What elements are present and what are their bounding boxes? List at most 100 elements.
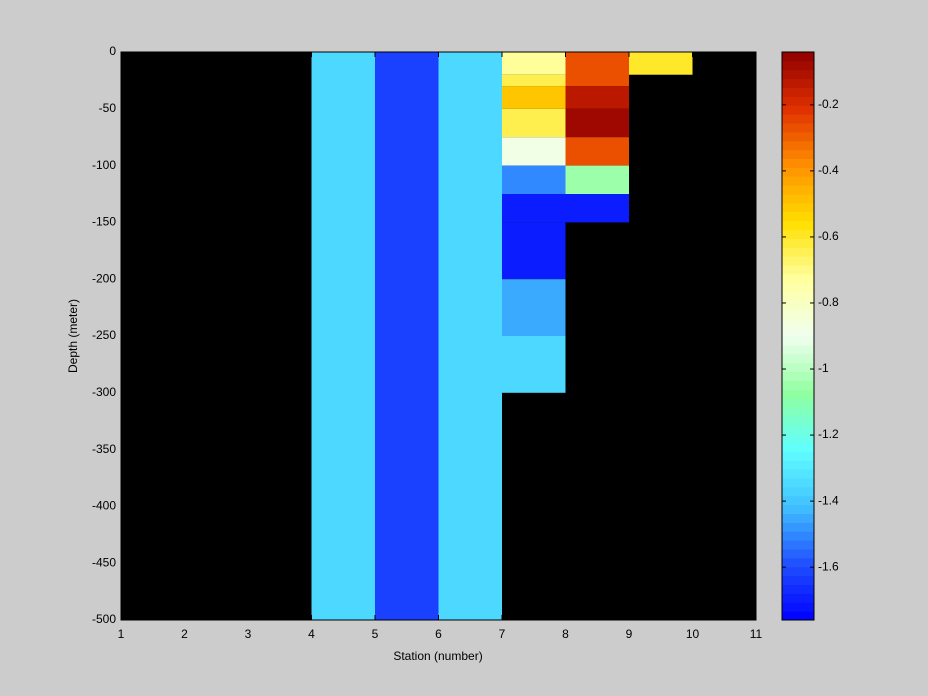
- colorbar-swatch: [782, 220, 814, 230]
- colorbar-swatch: [782, 282, 814, 293]
- colorbar-swatch: [782, 273, 814, 284]
- colorbar-frame: [781, 51, 815, 621]
- colorbar-swatch: [782, 176, 814, 186]
- colorbar-swatch: [782, 540, 814, 550]
- colorbar-tick-label: -1.6: [818, 559, 839, 573]
- cells: [311, 52, 693, 620]
- colorbar-swatch: [782, 78, 814, 88]
- colorbar-swatch: [782, 229, 814, 239]
- colorbar-swatch: [782, 478, 814, 488]
- colorbar-swatch: [782, 433, 814, 443]
- colorbar-swatch: [782, 96, 814, 106]
- cell: [502, 137, 566, 166]
- colorbar-swatch: [782, 460, 814, 470]
- colorbar-swatch: [782, 380, 814, 390]
- colorbar-swatch: [782, 300, 814, 310]
- colorbar-swatch: [782, 469, 814, 479]
- x-tick-label: 4: [308, 627, 315, 641]
- y-tick-label: -250: [92, 328, 116, 342]
- x-tick-label: 9: [626, 627, 633, 641]
- colorbar-swatch: [782, 149, 814, 159]
- colorbar-swatch: [782, 611, 814, 621]
- colorbar-swatch: [782, 140, 814, 151]
- colorbar-swatch: [782, 522, 814, 532]
- cell: [502, 279, 566, 336]
- colorbar-swatch: [782, 158, 814, 168]
- x-tick-label: 5: [372, 627, 379, 641]
- x-tick-label: 1: [118, 627, 125, 641]
- y-tick-label: -50: [99, 101, 117, 115]
- colorbar-swatch: [782, 344, 814, 355]
- colorbar-swatch: [782, 549, 814, 559]
- cell: [438, 52, 502, 620]
- y-tick-label: -300: [92, 385, 116, 399]
- colorbar: [782, 52, 814, 621]
- colorbar-tick-label: -1.2: [818, 427, 839, 441]
- colorbar-swatch: [782, 131, 814, 142]
- colorbar-swatch: [782, 123, 814, 133]
- colorbar-swatch: [782, 513, 814, 523]
- y-axis-label: Depth (meter): [66, 299, 80, 373]
- colorbar-swatch: [782, 566, 814, 577]
- colorbar-swatch: [782, 424, 814, 435]
- colorbar-swatch: [782, 194, 814, 204]
- x-tick-label: 10: [686, 627, 700, 641]
- colorbar-swatch: [782, 531, 814, 541]
- colorbar-swatch: [782, 309, 814, 319]
- colorbar-swatch: [782, 362, 814, 372]
- colorbar-swatch: [782, 495, 814, 506]
- colorbar-swatch: [782, 114, 814, 124]
- y-tick-label: -350: [92, 442, 116, 456]
- cell: [375, 52, 439, 620]
- y-tick-label: -200: [92, 271, 116, 285]
- cell: [565, 137, 629, 166]
- colorbar-tick-label: -1: [818, 361, 829, 375]
- colorbar-swatch: [782, 415, 814, 426]
- colorbar-swatch: [782, 593, 814, 603]
- cell: [565, 108, 629, 138]
- cell: [502, 336, 566, 393]
- colorbar-swatch: [782, 442, 814, 452]
- cell: [502, 74, 566, 87]
- colorbar-swatch: [782, 105, 814, 115]
- x-tick-label: 6: [435, 627, 442, 641]
- y-tick-label: -100: [92, 158, 116, 172]
- colorbar-swatch: [782, 256, 814, 266]
- colorbar-swatch: [782, 247, 814, 257]
- cell: [502, 52, 566, 75]
- x-tick-label: 7: [499, 627, 506, 641]
- colorbar-swatch: [782, 52, 814, 62]
- colorbar-swatch: [782, 584, 814, 594]
- colorbar-swatch: [782, 211, 814, 222]
- colorbar-swatch: [782, 353, 814, 364]
- x-tick-label: 11: [750, 627, 763, 641]
- cell: [502, 222, 566, 280]
- y-tick-label: 0: [109, 44, 116, 58]
- cell: [502, 194, 566, 223]
- cell: [502, 165, 566, 194]
- cell: [565, 165, 629, 194]
- colorbar-swatch: [782, 318, 814, 328]
- colorbar-swatch: [782, 60, 814, 71]
- x-tick-label: 3: [245, 627, 252, 641]
- colorbar-swatch: [782, 504, 814, 514]
- colorbar-tick-label: -1.4: [818, 493, 839, 507]
- colorbar-swatch: [782, 602, 814, 612]
- colorbar-swatch: [782, 69, 814, 80]
- colorbar-swatch: [782, 407, 814, 417]
- cell: [629, 52, 693, 75]
- colorbar-swatch: [782, 167, 814, 177]
- colorbar-tick-label: -0.4: [818, 163, 839, 177]
- colorbar-tick-label: -0.2: [818, 97, 839, 111]
- colorbar-swatch: [782, 327, 814, 337]
- x-tick-label: 2: [181, 627, 188, 641]
- cell: [565, 86, 629, 109]
- cell: [502, 86, 566, 109]
- colorbar-tick-label: -0.6: [818, 229, 839, 243]
- x-tick-label: 8: [562, 627, 569, 641]
- colorbar-swatch: [782, 238, 814, 248]
- cell: [565, 194, 629, 223]
- colorbar-swatch: [782, 557, 814, 568]
- colorbar-swatch: [782, 451, 814, 461]
